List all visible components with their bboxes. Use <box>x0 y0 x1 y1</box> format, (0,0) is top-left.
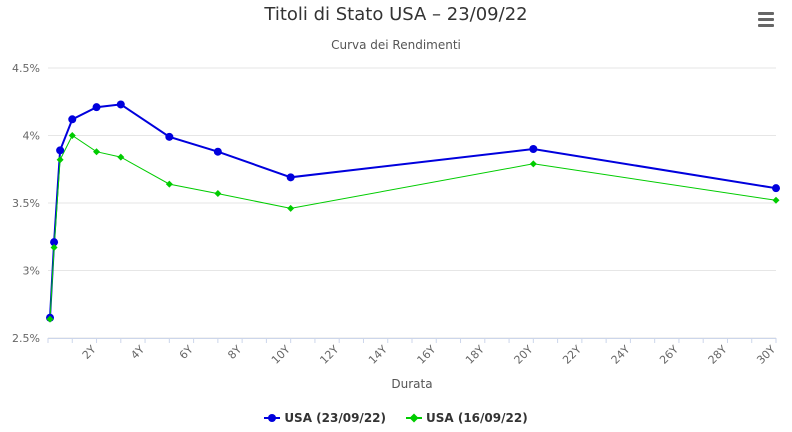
x-tick-label: 4Y <box>128 343 147 362</box>
data-point[interactable] <box>93 148 101 156</box>
x-tick-label: 8Y <box>225 343 244 362</box>
data-point[interactable] <box>772 196 780 204</box>
x-tick-label: 2Y <box>80 343 99 362</box>
data-point[interactable] <box>286 173 295 182</box>
data-point[interactable] <box>213 147 222 156</box>
legend-item-2[interactable]: USA (16/09/22) <box>406 411 528 425</box>
x-tick-label: 16Y <box>415 343 439 367</box>
y-tick-label: 2.5% <box>12 332 40 345</box>
chart-legend: USA (23/09/22) USA (16/09/22) <box>0 410 792 425</box>
y-tick-label: 3% <box>23 265 40 278</box>
data-point[interactable] <box>529 145 538 153</box>
hamburger-menu-icon[interactable] <box>754 8 778 30</box>
data-point[interactable] <box>165 132 174 141</box>
data-point[interactable] <box>165 180 173 188</box>
x-tick-label: 20Y <box>512 343 536 367</box>
x-tick-label: 10Y <box>269 343 293 367</box>
data-point[interactable] <box>50 238 59 247</box>
x-tick-label: 12Y <box>317 343 341 367</box>
x-tick-label: 30Y <box>754 343 778 367</box>
legend-symbol-circle-icon <box>264 413 281 423</box>
x-axis-title: Durata <box>391 377 432 391</box>
y-tick-label: 3.5% <box>12 197 40 210</box>
x-tick-label: 6Y <box>177 343 196 362</box>
x-tick-label: 14Y <box>366 343 390 367</box>
data-point[interactable] <box>529 160 537 168</box>
legend-label: USA (23/09/22) <box>284 410 386 425</box>
data-point[interactable] <box>56 146 65 155</box>
chart-title: Titoli di Stato USA – 23/09/22 <box>264 4 528 25</box>
data-point[interactable] <box>50 244 58 252</box>
legend-label: USA (16/09/22) <box>426 410 528 425</box>
series-line-1[interactable] <box>49 103 777 318</box>
data-point[interactable] <box>214 190 222 198</box>
data-point[interactable] <box>92 103 101 112</box>
data-point[interactable] <box>772 184 780 193</box>
data-point[interactable] <box>116 100 125 109</box>
data-point[interactable] <box>117 153 125 161</box>
y-tick-label: 4% <box>23 130 40 143</box>
data-point[interactable] <box>56 156 64 164</box>
data-point[interactable] <box>68 115 77 124</box>
data-point[interactable] <box>68 132 76 139</box>
x-tick-label: 26Y <box>657 343 681 367</box>
legend-symbol-diamond-icon <box>406 413 422 423</box>
y-tick-label: 4.5% <box>12 62 40 75</box>
chart-subtitle: Curva dei Rendimenti <box>331 38 461 52</box>
x-tick-label: 28Y <box>706 343 730 367</box>
x-tick-label: 22Y <box>560 343 584 367</box>
data-point[interactable] <box>46 315 54 323</box>
data-point[interactable] <box>287 204 295 212</box>
x-tick-label: 18Y <box>463 343 487 367</box>
legend-item-1[interactable]: USA (23/09/22) <box>264 411 386 425</box>
x-tick-label: 24Y <box>609 343 633 367</box>
